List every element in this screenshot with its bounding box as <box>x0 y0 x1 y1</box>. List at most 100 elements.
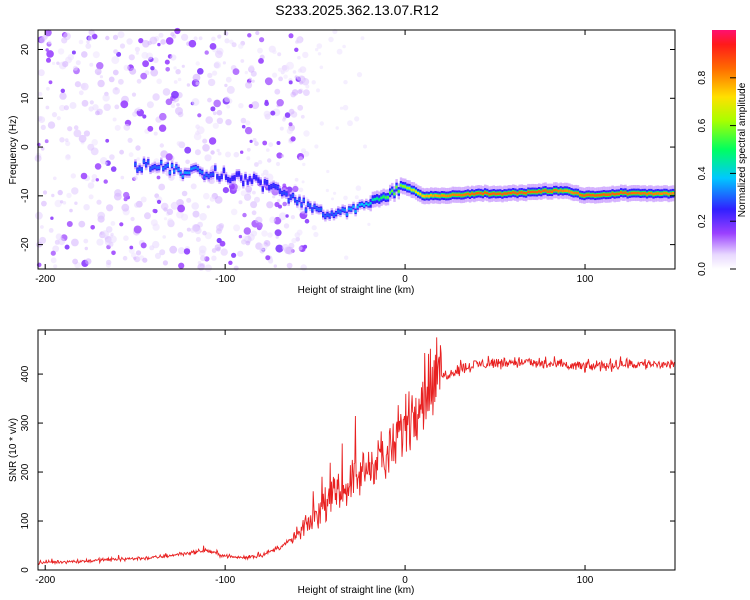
noise-blob <box>97 79 105 88</box>
ridge-core <box>533 190 536 194</box>
noise-blob <box>64 244 70 250</box>
ridge-core <box>546 190 549 193</box>
noise-blob <box>209 43 217 50</box>
ridge-core <box>598 193 601 197</box>
ridge-core <box>190 167 193 171</box>
noise-blob <box>112 117 117 122</box>
noise-blob <box>297 55 301 60</box>
noise-blob <box>39 37 46 44</box>
ridge-core <box>406 186 409 190</box>
noise-blob <box>78 39 84 45</box>
noise-blob <box>191 202 199 210</box>
ridge-core <box>566 189 569 193</box>
noise-blob <box>216 117 224 125</box>
noise-blob <box>333 191 337 195</box>
ridge-core <box>570 191 573 194</box>
ridge-core <box>665 191 668 195</box>
noise-blob <box>40 225 44 229</box>
ridge-core <box>278 189 282 193</box>
ridge-core <box>242 182 245 185</box>
ridge-core <box>155 166 159 170</box>
noise-blob <box>200 255 206 262</box>
noise-blob <box>85 258 92 265</box>
ridge-core <box>617 192 621 196</box>
noise-blob <box>150 68 159 77</box>
ridge-core <box>436 194 439 198</box>
ridge-core <box>509 191 513 195</box>
spectrogram-frame <box>37 29 676 270</box>
ridge-core <box>306 203 310 206</box>
noise-blob <box>47 121 56 129</box>
noise-blob <box>276 141 281 145</box>
ridge-core <box>434 194 437 197</box>
noise-blob <box>256 222 263 229</box>
noise-blob <box>267 232 273 238</box>
ridge-core <box>553 189 556 192</box>
ridge-core <box>142 160 146 163</box>
ridge-core <box>285 192 288 196</box>
snr-plot-area <box>38 330 675 570</box>
ridge-core <box>317 208 321 211</box>
noise-blob <box>343 80 348 85</box>
noise-blob <box>290 215 295 220</box>
ridge-core <box>399 184 403 187</box>
noise-blob <box>335 126 339 130</box>
noise-blob <box>56 116 61 121</box>
noise-blob <box>110 221 116 226</box>
noise-blob <box>188 39 197 48</box>
noise-blob <box>297 104 304 111</box>
x-tick-label: 100 <box>577 575 594 586</box>
noise-blob <box>248 104 253 109</box>
ridge-core <box>587 193 590 197</box>
ridge-core <box>550 190 554 193</box>
noise-blob <box>88 29 95 36</box>
ridge-core <box>600 193 603 197</box>
noise-blob <box>319 121 324 126</box>
noise-blob <box>240 150 244 154</box>
ridge-core <box>544 189 547 192</box>
noise-blob <box>195 81 200 86</box>
colorbar-label: Normalized spectral amplitude <box>737 82 748 217</box>
noise-blob <box>291 237 297 244</box>
noise-blob <box>44 29 52 37</box>
noise-blob <box>296 75 302 81</box>
ridge-core <box>650 192 653 195</box>
chart-title: S233.2025.362.13.07.R12 <box>275 2 439 18</box>
noise-blob <box>244 126 253 135</box>
ridge-core <box>328 214 331 218</box>
noise-blob <box>84 246 89 251</box>
noise-blob <box>259 37 265 43</box>
noise-blob <box>160 202 169 211</box>
noise-blob <box>175 69 181 75</box>
ridge-core <box>464 193 467 196</box>
noise-blob <box>97 211 106 220</box>
noise-blob <box>290 136 296 142</box>
noise-blob <box>51 193 55 198</box>
noise-blob <box>354 116 360 122</box>
ridge-core <box>326 213 329 216</box>
noise-blob <box>163 217 168 221</box>
noise-blob <box>217 151 222 156</box>
noise-blob <box>252 138 257 142</box>
noise-blob <box>257 47 263 54</box>
noise-blob <box>114 189 122 197</box>
ridge-core <box>652 192 655 196</box>
ridge-core <box>628 192 632 195</box>
noise-blob <box>298 156 303 161</box>
noise-blob <box>170 103 176 109</box>
noise-blob <box>212 122 219 129</box>
ridge-core <box>576 191 580 195</box>
noise-blob <box>214 244 221 251</box>
noise-blob <box>134 256 141 263</box>
noise-blob <box>138 38 144 44</box>
noise-blob <box>173 80 178 84</box>
noise-blob <box>276 152 283 159</box>
noise-blob <box>212 70 218 76</box>
noise-blob <box>194 149 201 156</box>
noise-blob <box>127 137 133 143</box>
noise-blob <box>89 62 94 67</box>
ridge-core <box>281 192 284 195</box>
noise-blob <box>295 40 299 44</box>
ridge-core <box>395 185 398 189</box>
ridge-core <box>315 207 318 210</box>
